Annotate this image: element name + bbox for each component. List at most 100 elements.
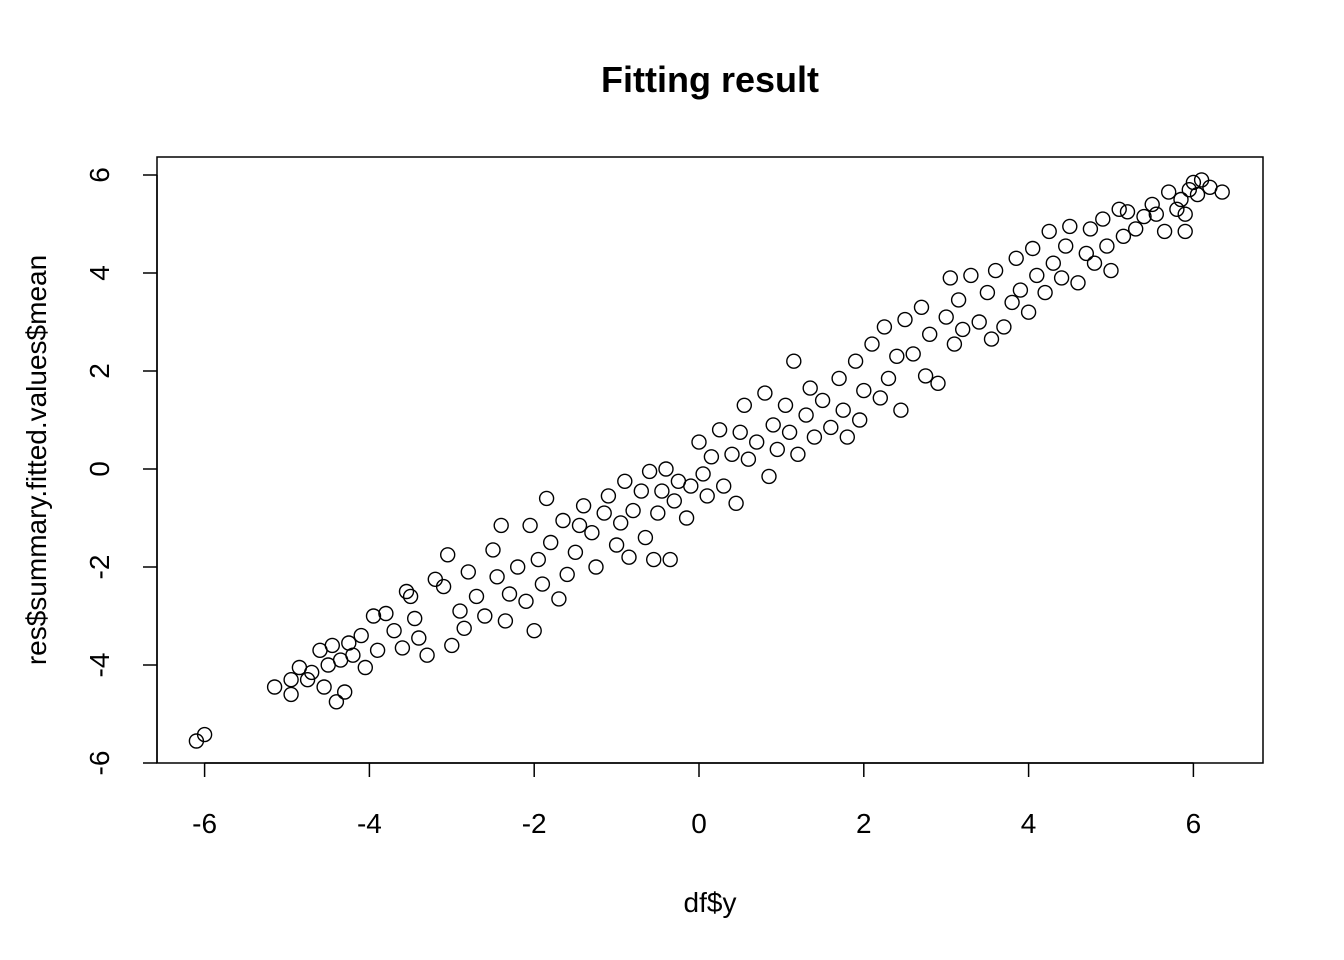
data-point [613,515,629,531]
data-point [633,483,649,499]
data-point [691,434,707,450]
data-point [1004,294,1020,311]
data-point [378,605,394,622]
data-point [497,613,514,629]
data-point [588,559,604,575]
data-point [493,517,509,534]
data-point [398,583,415,600]
data-point [1029,267,1045,284]
data-point [699,488,715,504]
data-point [1173,191,1189,208]
data-point [337,684,353,700]
data-point [1177,223,1193,240]
data-point [600,488,617,504]
data-point [510,559,526,575]
data-point [728,495,744,511]
data-point [1062,218,1078,235]
data-point [1082,221,1099,237]
data-point [1012,282,1029,298]
data-point [526,623,542,639]
data-points [188,172,1230,749]
data-point [950,292,967,308]
data-point [781,424,798,440]
data-point [835,402,851,418]
data-point [411,630,427,646]
data-point [353,627,369,644]
data-point [1177,206,1193,222]
chart-title: Fitting result [601,59,819,100]
data-point [555,512,571,529]
x-tick-label: 4 [1021,808,1037,839]
data-point [761,468,777,485]
data-point [283,686,299,703]
data-point [893,402,909,418]
data-point [584,525,600,541]
data-point [196,726,213,743]
data-point [814,392,831,409]
data-point [324,637,340,654]
data-point [769,441,785,458]
data-point [365,608,382,624]
plot-frame [156,156,1264,764]
data-point [1057,238,1074,254]
data-point [831,370,847,387]
data-point [876,319,893,335]
data-point [460,564,476,580]
data-point [386,623,402,639]
x-tick-label: -2 [522,808,547,839]
y-tick-label: -4 [84,653,115,678]
data-point [419,647,435,663]
data-point [1156,223,1173,240]
data-point [444,637,460,654]
x-tick-label: -4 [357,808,382,839]
data-point [678,510,695,526]
data-point [534,576,551,592]
data-point [637,529,654,546]
data-point [1020,304,1037,320]
data-point [1008,250,1024,266]
data-point [913,299,930,315]
data-point [1127,221,1144,237]
data-point [1193,172,1210,188]
y-axis-label: res$summary.fitted.values$mean [21,255,52,665]
data-point [963,267,979,284]
data-point [435,578,452,595]
data-point [987,262,1004,279]
data-point [1115,228,1132,245]
data-point [641,463,658,480]
data-point [716,478,732,494]
data-point [621,549,637,565]
data-point [522,517,538,534]
data-point [983,331,1000,347]
data-point [757,385,773,401]
data-point [971,314,987,330]
data-point [304,664,320,681]
data-point [654,483,670,499]
data-point [468,588,485,605]
data-point [608,537,625,553]
data-point [1119,204,1136,220]
data-point [407,610,423,627]
data-point [946,336,963,352]
data-point [345,647,361,663]
data-point [740,451,757,467]
data-point [666,493,682,509]
data-point [790,446,806,462]
y-tick-label: -2 [84,555,115,580]
data-point [1214,184,1230,200]
data-point [905,346,921,362]
data-point [485,542,501,558]
x-tick-label: -6 [192,808,217,839]
data-point [518,593,534,609]
data-point [889,348,905,364]
data-point [440,547,456,563]
data-point [930,375,946,391]
data-point [847,353,864,369]
x-tick-label: 0 [691,808,707,839]
data-point [1037,284,1053,301]
data-point [575,498,592,514]
data-point [736,397,752,413]
data-point [427,571,443,587]
data-point [765,417,781,433]
